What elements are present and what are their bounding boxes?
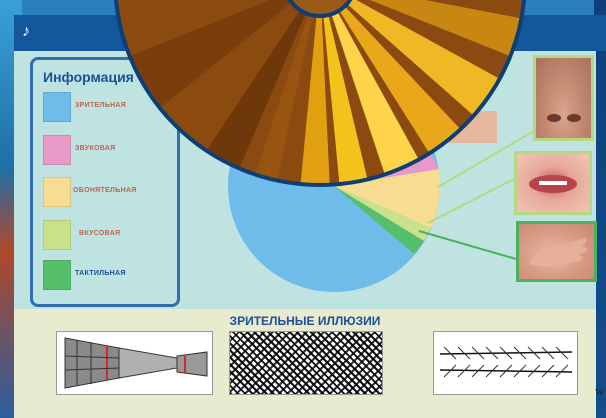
- legend-label: ТАКТИЛЬНАЯ: [75, 270, 126, 277]
- disc-center: [287, 0, 353, 18]
- main-content-panel: Информация ЗРИТЕЛЬНАЯ ЗВУКОВАЯ ОБОНЯТЕЛЬ…: [14, 51, 597, 309]
- ear-photo-left[interactable]: [191, 111, 223, 139]
- corridor-illusion-icon: [64, 337, 208, 389]
- legend-item-touch: ТАКТИЛЬНАЯ: [43, 260, 173, 290]
- partial-text: w: [595, 383, 605, 398]
- zollner-illusion-icon: [439, 346, 573, 378]
- nose-icon: [547, 114, 581, 122]
- legend-swatch: [43, 220, 71, 250]
- pie-slice-touch: [334, 186, 424, 254]
- crosshatch-illusion-icon: [230, 332, 382, 394]
- legend-swatch: [43, 177, 71, 207]
- illusion-zollner[interactable]: [433, 331, 578, 395]
- legend-label: ВКУСОВАЯ: [79, 230, 121, 237]
- bell-icon[interactable]: ♪: [22, 23, 30, 40]
- legend-item-hearing: ЗВУКОВАЯ: [43, 135, 173, 165]
- illusions-panel: ЗРИТЕЛЬНЫЕ ИЛЛЮЗИИ: [14, 309, 596, 418]
- illusion-cross-hatch[interactable]: [229, 331, 383, 395]
- hand-photo[interactable]: [516, 221, 597, 282]
- hand-icon: [529, 238, 588, 267]
- pie-slice-taste: [334, 186, 431, 241]
- illusions-title: ЗРИТЕЛЬНЫЕ ИЛЛЮЗИИ: [229, 314, 381, 328]
- mouth-photo[interactable]: [514, 151, 592, 215]
- title-bar: ♪: [14, 15, 606, 53]
- nose-photo[interactable]: [533, 55, 594, 141]
- legend-item-visual: ЗРИТЕЛЬНАЯ: [43, 92, 173, 122]
- legend-box: Информация ЗРИТЕЛЬНАЯ ЗВУКОВАЯ ОБОНЯТЕЛЬ…: [30, 57, 180, 307]
- legend-item-smell: ОБОНЯТЕЛЬНАЯ: [43, 177, 173, 207]
- background-right-strip: [594, 0, 606, 418]
- legend-label: ОБОНЯТЕЛЬНАЯ: [73, 187, 137, 194]
- mouth-icon: [529, 175, 577, 193]
- pie-slice-smell: [334, 186, 440, 228]
- legend-swatch: [43, 135, 71, 165]
- legend-title: Информация: [43, 69, 134, 85]
- legend-label: ЗВУКОВАЯ: [75, 145, 116, 152]
- legend-label: ЗРИТЕЛЬНАЯ: [75, 102, 127, 109]
- illusion-corridor[interactable]: [56, 331, 213, 395]
- legend-item-taste: ВКУСОВАЯ: [43, 220, 173, 250]
- legend-swatch: [43, 260, 71, 290]
- connector-hand: [418, 230, 517, 260]
- ear-photo[interactable]: [449, 111, 497, 143]
- legend-swatch: [43, 92, 71, 122]
